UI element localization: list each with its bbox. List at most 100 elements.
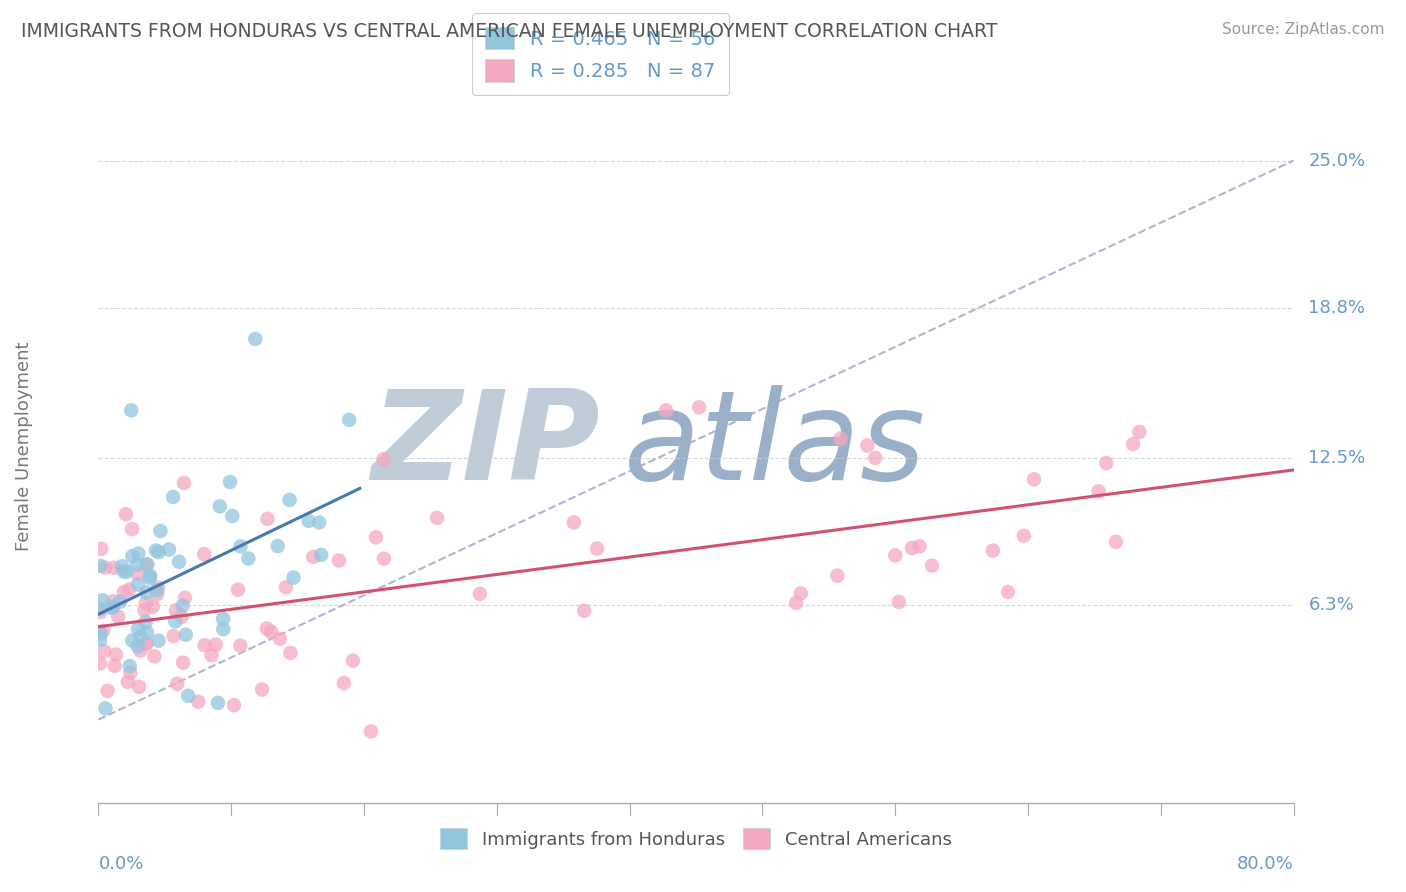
Point — [127, 640, 149, 654]
Point — [120, 665, 142, 680]
Point — [173, 475, 195, 490]
Point — [790, 586, 813, 600]
Point — [148, 545, 170, 559]
Point — [997, 585, 1019, 599]
Point — [148, 633, 170, 648]
Point — [219, 475, 242, 489]
Point — [981, 543, 1004, 558]
Point — [166, 677, 188, 691]
Point — [1095, 456, 1118, 470]
Point — [1087, 484, 1109, 499]
Point — [118, 659, 141, 673]
Point — [145, 543, 167, 558]
Point — [260, 624, 283, 639]
Point — [128, 680, 150, 694]
Point — [865, 450, 887, 465]
Point — [174, 628, 197, 642]
Point — [135, 585, 157, 599]
Point — [172, 656, 194, 670]
Point — [200, 648, 222, 663]
Point — [127, 622, 149, 636]
Point — [267, 539, 290, 553]
Point — [269, 632, 291, 646]
Point — [785, 596, 807, 610]
Point — [103, 594, 125, 608]
Point — [125, 558, 148, 572]
Point — [238, 551, 260, 566]
Point — [250, 682, 273, 697]
Point — [146, 581, 169, 595]
Text: 12.5%: 12.5% — [1309, 449, 1365, 467]
Point — [204, 638, 226, 652]
Point — [212, 622, 235, 636]
Text: IMMIGRANTS FROM HONDURAS VS CENTRAL AMERICAN FEMALE UNEMPLOYMENT CORRELATION CHA: IMMIGRANTS FROM HONDURAS VS CENTRAL AMER… — [21, 22, 997, 41]
Point — [89, 602, 111, 616]
Point — [127, 577, 149, 591]
Point — [562, 516, 585, 530]
Point — [278, 492, 301, 507]
Point — [901, 541, 924, 555]
Point — [274, 580, 297, 594]
Point — [280, 646, 302, 660]
Point — [107, 610, 129, 624]
Point — [120, 403, 142, 417]
Text: 18.8%: 18.8% — [1309, 299, 1365, 317]
Point — [302, 549, 325, 564]
Legend: R = 0.465   N = 56, R = 0.285   N = 87: R = 0.465 N = 56, R = 0.285 N = 87 — [471, 13, 730, 95]
Text: 80.0%: 80.0% — [1237, 855, 1294, 873]
Point — [360, 724, 382, 739]
Point — [212, 612, 235, 626]
Point — [91, 624, 114, 638]
Point — [139, 568, 162, 582]
Point — [135, 596, 157, 610]
Point — [1122, 437, 1144, 451]
Point — [373, 551, 395, 566]
Point — [1012, 529, 1035, 543]
Point — [139, 571, 162, 585]
Point — [136, 558, 159, 572]
Point — [193, 547, 215, 561]
Point — [121, 633, 143, 648]
Point — [165, 615, 187, 629]
Point — [127, 547, 149, 561]
Point — [103, 560, 125, 574]
Point — [177, 689, 200, 703]
Point — [170, 610, 193, 624]
Point — [90, 541, 112, 556]
Point — [226, 582, 249, 597]
Text: Female Unemployment: Female Unemployment — [14, 342, 32, 550]
Point — [118, 582, 141, 597]
Point — [115, 507, 138, 521]
Point — [1105, 534, 1128, 549]
Point — [884, 549, 907, 563]
Point — [127, 566, 149, 581]
Text: Source: ZipAtlas.com: Source: ZipAtlas.com — [1222, 22, 1385, 37]
Point — [142, 599, 165, 614]
Point — [162, 629, 184, 643]
Point — [256, 622, 278, 636]
Point — [104, 648, 127, 662]
Point — [146, 587, 169, 601]
Point — [328, 553, 350, 567]
Point — [115, 565, 138, 579]
Point — [162, 490, 184, 504]
Point — [364, 530, 387, 544]
Point — [112, 565, 135, 579]
Text: 6.3%: 6.3% — [1309, 597, 1354, 615]
Point — [167, 555, 190, 569]
Point — [229, 639, 252, 653]
Point — [337, 413, 360, 427]
Point — [135, 615, 157, 629]
Point — [208, 500, 231, 514]
Text: 0.0%: 0.0% — [98, 855, 143, 873]
Text: 25.0%: 25.0% — [1309, 152, 1365, 169]
Point — [121, 522, 143, 536]
Point — [100, 600, 122, 615]
Point — [134, 603, 156, 617]
Point — [146, 583, 169, 598]
Point — [342, 654, 364, 668]
Point — [830, 432, 852, 446]
Point — [887, 595, 910, 609]
Point — [136, 625, 159, 640]
Point — [297, 514, 319, 528]
